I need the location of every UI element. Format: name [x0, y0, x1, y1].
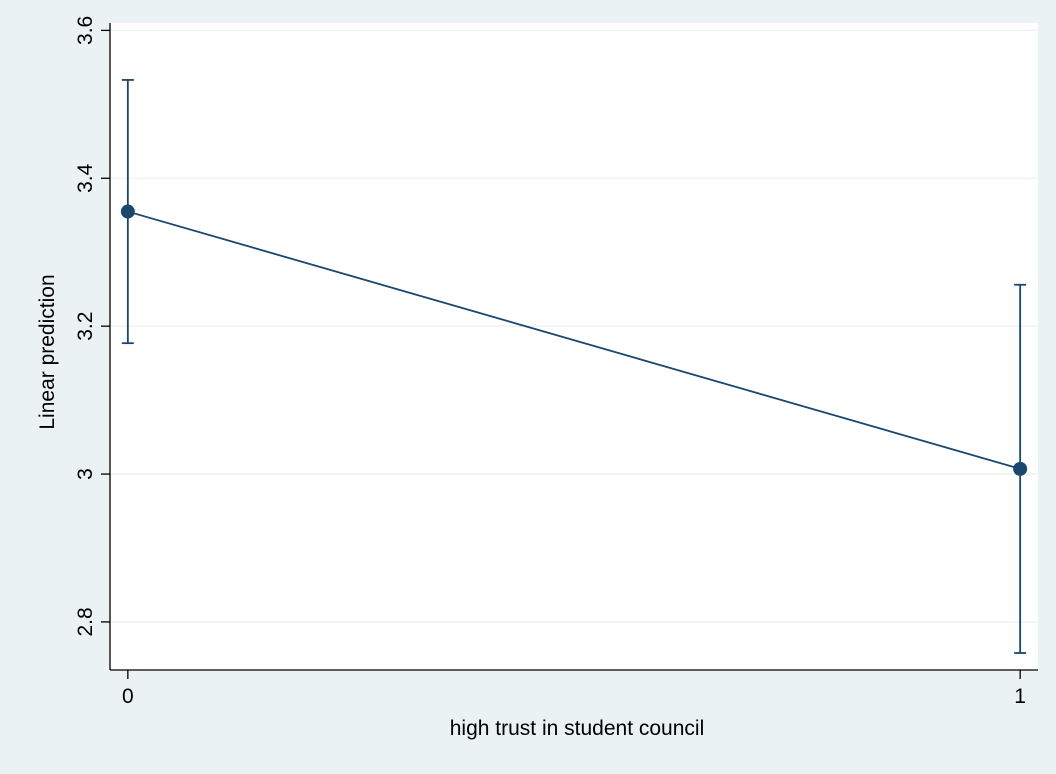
y-tick-label: 2.8: [74, 607, 97, 636]
data-point: [1013, 461, 1028, 476]
series-line: [127, 210, 1021, 470]
x-tick-label: 1: [1014, 685, 1026, 708]
gridlines: [110, 29, 1038, 623]
series: [120, 204, 1028, 476]
y-tick-label: 3.4: [74, 163, 97, 193]
y-tick-label: 3.2: [74, 312, 97, 341]
data-point: [120, 204, 135, 219]
axes: [109, 23, 1038, 671]
y-tick-label: 3.6: [74, 16, 97, 45]
x-tick-label: 0: [122, 685, 134, 708]
y-axis-label: Linear prediction: [36, 274, 59, 429]
x-axis-label: high trust in student council: [450, 717, 704, 740]
y-tick-label: 3: [74, 468, 97, 480]
plot-area: [110, 23, 1038, 670]
ticks: 2.8 3 3.2 3.4 3.6 0 1: [74, 16, 1026, 708]
